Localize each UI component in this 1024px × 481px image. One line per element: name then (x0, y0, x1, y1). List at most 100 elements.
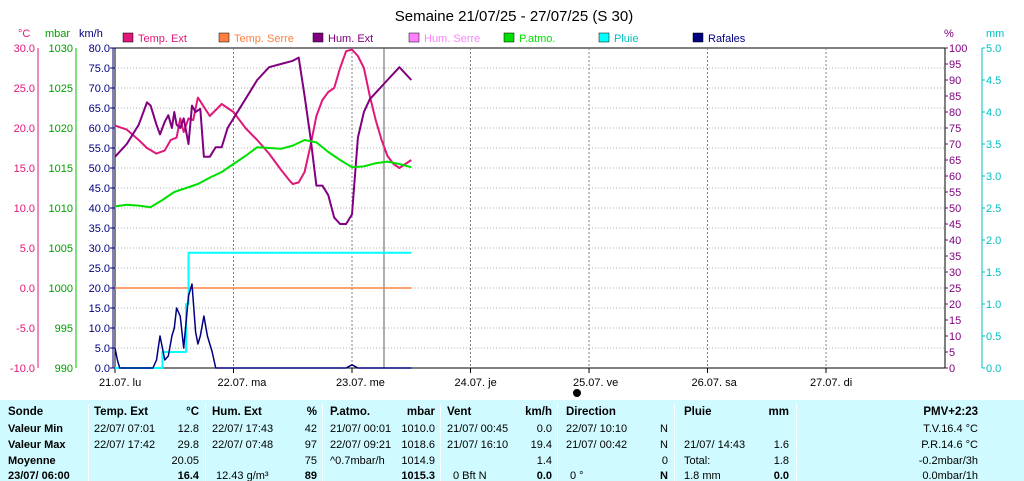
header-pmv: PMV+2:23 (923, 406, 978, 418)
x-tick-label: 22.07. ma (218, 377, 268, 389)
legend-label: Hum. Serre (424, 33, 480, 45)
wind-tick-label: 75.0 (89, 63, 110, 75)
humidity-tick-label: 85 (949, 91, 961, 103)
col-sonde: Sonde Valeur Min Valeur Max Moyenne 23/0… (0, 400, 88, 481)
pressure-tick-label: 995 (55, 323, 73, 335)
vent-current-value: 0.0 (536, 470, 552, 481)
dir-avg-value: 0 (661, 455, 668, 467)
rain-tick-label: 4.5 (986, 75, 1001, 87)
col-dir: Direction 22/07/ 10:10 N 21/07/ 00:42 N … (558, 400, 674, 481)
vent-min-date: 21/07/ 00:45 (447, 423, 509, 435)
dir-min-date: 22/07/ 10:10 (566, 423, 628, 435)
series-hum-ext (114, 56, 413, 225)
hum-max-value: 97 (304, 439, 317, 451)
hum-min-date: 22/07/ 17:43 (212, 423, 274, 435)
chart-legend: Temp. Ext Temp. Serre Hum. Ext Hum. Serre P.… (122, 32, 746, 45)
humidity-tick-label: 10 (949, 331, 961, 343)
wind-tick-label: 40.0 (89, 203, 110, 215)
wind-tick-label: 15.0 (89, 303, 110, 315)
rain-tick-label: 3.0 (986, 171, 1001, 183)
temp-tick-label: 0.0 (20, 283, 35, 295)
humidity-tick-label: 95 (949, 59, 961, 71)
wind-tick-label: 35.0 (89, 223, 110, 235)
pmv-trend-3h: -0.2mbar/3h (918, 455, 978, 467)
temp-max-date: 22/07/ 17:42 (94, 439, 156, 451)
header-hum: Hum. Ext (212, 406, 262, 418)
patmo-trend: ^0.7mbar/h (330, 455, 385, 467)
legend-swatch (408, 32, 420, 43)
legend-label: Temp. Ext (138, 33, 187, 45)
header-hum-unit: % (306, 406, 317, 418)
temp-tick-label: 15.0 (14, 163, 35, 175)
header-patmo-unit: mbar (406, 406, 435, 418)
humidity-tick-label: 75 (949, 123, 961, 135)
row-label-max: Valeur Max (8, 439, 66, 451)
wind-tick-label: 50.0 (89, 163, 110, 175)
pmv-pr: P.R.14.6 °C (921, 439, 978, 451)
wind-tick-label: 0.0 (95, 363, 110, 375)
pluie-max-date: 21/07/ 14:43 (684, 439, 746, 451)
x-tick-label: 26.07. sa (692, 377, 738, 389)
rain-tick-label: 1.0 (986, 299, 1001, 311)
x-tick-label: 23.07. me (336, 377, 385, 389)
legend-swatch (218, 32, 230, 43)
vent-avg-value: 1.4 (536, 455, 552, 467)
humidity-tick-label: 35 (949, 251, 961, 263)
vent-min-value: 0.0 (536, 423, 552, 435)
pressure-axis-unit: mbar (45, 28, 70, 40)
patmo-max-date: 22/07/ 09:21 (330, 439, 392, 451)
humidity-tick-label: 55 (949, 187, 961, 199)
wind-tick-label: 45.0 (89, 183, 110, 195)
dir-max-value: N (660, 439, 668, 451)
temp-tick-label: 25.0 (14, 83, 35, 95)
humidity-tick-label: 5 (949, 347, 955, 359)
x-tick-label: 25.07. ve (573, 377, 618, 389)
patmo-avg-value: 1014.9 (401, 455, 435, 467)
rain-tick-label: 2.5 (986, 203, 1001, 215)
pressure-tick-label: 1025 (49, 83, 73, 95)
header-dir: Direction (566, 406, 616, 418)
humidity-tick-label: 65 (949, 155, 961, 167)
x-tick-label: 27.07. di (810, 377, 852, 389)
wind-tick-label: 5.0 (95, 343, 110, 355)
chart-grid (114, 47, 946, 369)
temp-min-value: 12.8 (177, 423, 199, 435)
x-axis: 21.07. lu 22.07. ma 23.07. me 24.07. je 25.0… (99, 368, 852, 389)
col-patmo: P.atmo. mbar 21/07/ 00:01 1010.0 22/07/ … (323, 400, 439, 481)
series-temp-ext (114, 48, 412, 185)
temp-min-date: 22/07/ 07:01 (94, 423, 156, 435)
patmo-min-date: 21/07/ 00:01 (330, 423, 392, 435)
rain-axis-unit: mm (986, 28, 1004, 40)
legend-swatch (598, 32, 610, 43)
header-patmo: P.atmo. (330, 406, 371, 418)
humidity-tick-label: 20 (949, 299, 961, 311)
header-vent-unit: km/h (525, 406, 552, 418)
col-vent: Vent km/h 21/07/ 00:45 0.0 21/07/ 16:10 … (441, 400, 557, 481)
wind-tick-label: 20.0 (89, 283, 110, 295)
legend-label: P.atmo. (519, 33, 556, 45)
rain-tick-label: 3.5 (986, 139, 1001, 151)
temp-tick-label: -5.0 (16, 323, 35, 335)
humidity-tick-label: 15 (949, 315, 961, 327)
rain-tick-label: 0.5 (986, 331, 1001, 343)
series-p-atmo- (114, 139, 412, 209)
plot-series (114, 48, 413, 369)
current-day-marker (573, 389, 581, 397)
pluie-total-label: Total: (684, 455, 711, 467)
pressure-tick-label: 1010 (49, 203, 73, 215)
humidity-tick-label: 90 (949, 75, 961, 87)
header-pluie-unit: mm (768, 406, 789, 418)
rain-tick-label: 2.0 (986, 235, 1001, 247)
temp-axis-unit: °C (18, 28, 30, 40)
col-temp: Temp. Ext °C 22/07/ 07:01 12.8 22/07/ 17… (89, 400, 205, 481)
patmo-min-value: 1010.0 (401, 423, 435, 435)
humidity-tick-label: 80 (949, 107, 961, 119)
header-vent: Vent (447, 406, 472, 418)
dir-degrees: 0 ° (570, 470, 584, 481)
wind-tick-label: 70.0 (89, 83, 110, 95)
dir-max-date: 21/07/ 00:42 (566, 439, 628, 451)
humidity-tick-label: 60 (949, 171, 961, 183)
wind-tick-label: 80.0 (89, 43, 110, 55)
hum-max-date: 22/07/ 07:48 (212, 439, 274, 451)
legend-swatch (503, 32, 515, 43)
